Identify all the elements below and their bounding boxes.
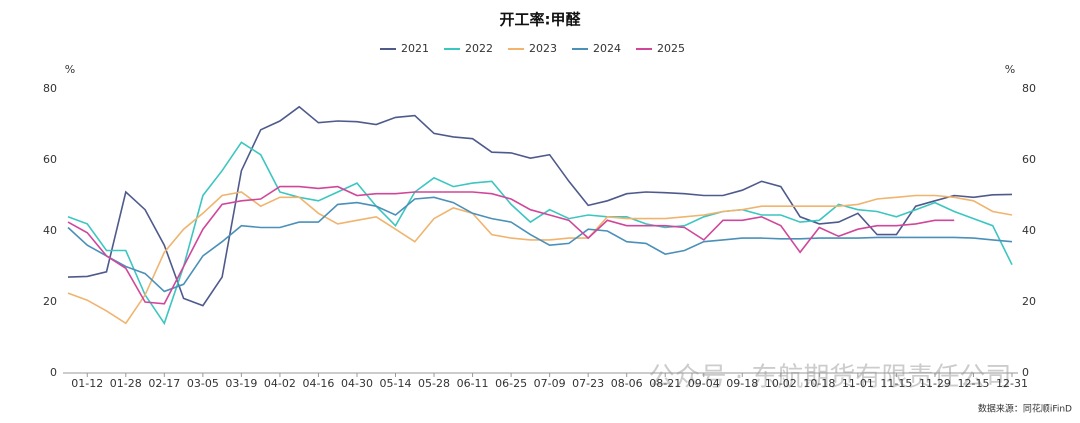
y2-unit: % (1005, 63, 1015, 76)
x-tick-label: 01-28 (110, 377, 142, 390)
x-tick-label: 06-11 (457, 377, 489, 390)
y-unit: % (65, 63, 75, 76)
x-tick-label: 12-31 (996, 377, 1028, 390)
y-tick-label: 80 (43, 82, 57, 95)
x-tick-label: 09-04 (688, 377, 720, 390)
x-tick-label: 07-23 (572, 377, 604, 390)
x-tick-label: 02-17 (148, 377, 180, 390)
y-tick-label: 20 (43, 295, 57, 308)
y2-tick-label: 80 (1022, 82, 1036, 95)
x-tick-label: 11-29 (919, 377, 951, 390)
x-tick-label: 11-15 (880, 377, 912, 390)
x-tick-label: 07-09 (534, 377, 566, 390)
x-tick-label: 10-02 (765, 377, 797, 390)
x-tick-label: 08-06 (611, 377, 643, 390)
x-tick-label: 08-21 (649, 377, 681, 390)
y2-tick-label: 0 (1022, 366, 1029, 379)
x-tick-label: 01-12 (71, 377, 103, 390)
y-tick-label: 40 (43, 224, 57, 237)
y-tick-label: 0 (50, 366, 57, 379)
legend-label: 2022 (465, 42, 493, 55)
line-series (67, 105, 1013, 307)
source: 数据来源：同花顺iFinD (978, 403, 1072, 415)
x-tick-label: 04-30 (341, 377, 373, 390)
y2-tick-label: 20 (1022, 295, 1036, 308)
y2-tick-label: 40 (1022, 224, 1036, 237)
x-tick-label: 11-01 (842, 377, 874, 390)
line-series (67, 185, 955, 305)
x-tick-label: 09-18 (726, 377, 758, 390)
x-tick-label: 05-14 (380, 377, 412, 390)
legend-label: 2021 (401, 42, 429, 55)
watermark: 公众号 · 东航期货有限责任公司 (649, 363, 1012, 393)
x-tick-label: 04-16 (302, 377, 334, 390)
line-series (67, 196, 1013, 293)
line-series (67, 141, 1013, 326)
x-tick-label: 06-25 (495, 377, 527, 390)
y2-tick-label: 60 (1022, 153, 1036, 166)
y-tick-label: 60 (43, 153, 57, 166)
legend-label: 2025 (657, 42, 685, 55)
legend-label: 2023 (529, 42, 557, 55)
x-tick-label: 12-15 (957, 377, 989, 390)
x-tick-label: 03-05 (187, 377, 219, 390)
legend-label: 2024 (593, 42, 621, 55)
x-tick-label: 03-19 (225, 377, 257, 390)
x-tick-label: 10-18 (803, 377, 835, 390)
x-tick-label: 04-02 (264, 377, 296, 390)
x-tick-label: 05-28 (418, 377, 450, 390)
chart-title: 开工率:甲醛 (500, 11, 582, 29)
